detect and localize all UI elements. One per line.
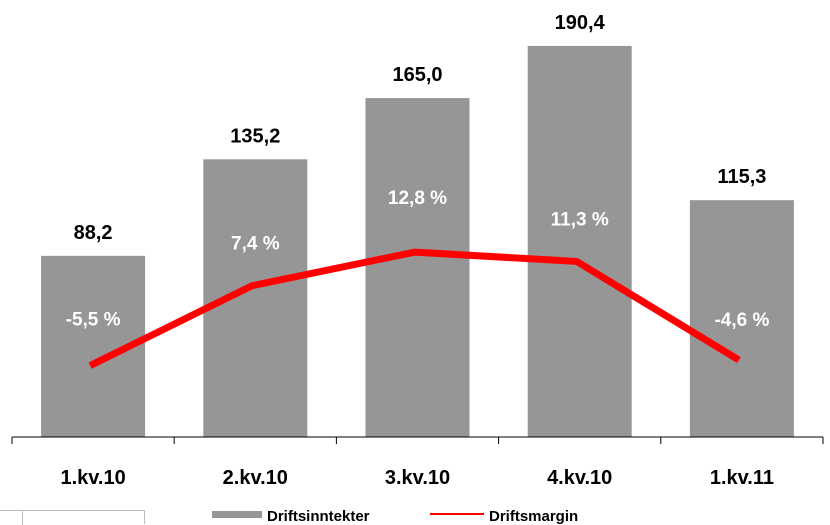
legend-label-driftsinntekter: Driftsinntekter [267,508,370,524]
margin-value-label: 12,8 % [388,188,447,209]
x-tick-label: 3.kv.10 [385,467,450,489]
x-tick-label: 4.kv.10 [547,467,612,489]
margin-value-label: -4,6 % [714,310,769,331]
bar-3.kv.10 [365,98,470,437]
x-tick-label: 1.kv.10 [60,467,125,489]
margin-line [88,248,741,369]
bar-value-label: 115,3 [717,166,766,188]
bar-2.kv.10 [203,159,308,437]
x-tick-label: 1.kv.11 [710,467,774,489]
margin-value-label: -5,5 % [66,310,121,331]
bar-value-label: 88,2 [74,222,113,244]
bar-4.kv.10 [527,45,632,438]
corner-table-fragment [0,510,145,525]
legend-swatch-driftsinntekter [212,511,262,518]
bar-value-label: 190,4 [555,12,606,34]
margin-value-label: 11,3 % [551,209,609,230]
bar-1.kv.11 [689,200,794,437]
margin-value-label: 7,4 % [231,234,280,255]
bar-value-label: 135,2 [230,125,280,147]
legend-label-driftsmargin: Driftsmargin [489,508,578,524]
bar-value-label: 165,0 [392,64,442,86]
x-tick-label: 2.kv.10 [223,467,288,489]
